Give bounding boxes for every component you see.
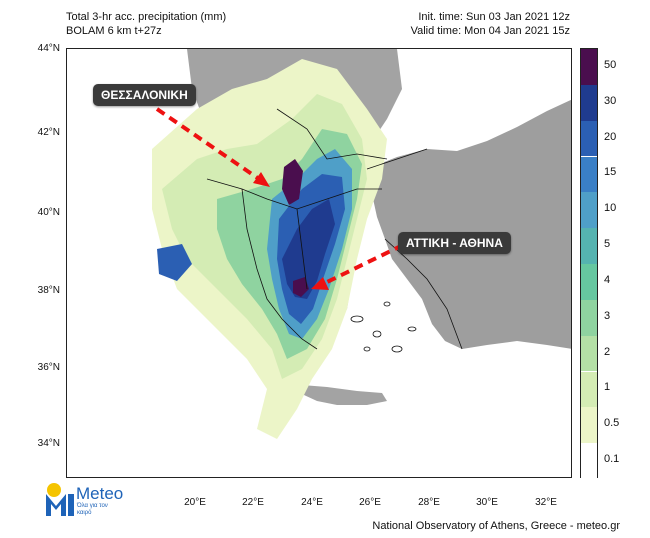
precip-west-patch [157,244,192,281]
lat-label-44: 44°N [37,43,60,54]
colorbar-segment [581,120,597,157]
colorbar-segment [581,407,597,444]
lon-label-20: 20°E [184,497,206,508]
arrow-thessaloniki [155,107,264,183]
callout-thessaloniki: ΘΕΣΣΑΛΟΝΙΚΗ [93,84,196,106]
map-title: Total 3-hr acc. precipitation (mm) [66,11,227,23]
precip-extreme-north [282,159,303,205]
arrow-attiki [320,243,404,287]
colorbar-label: 4 [604,273,611,286]
colorbar-segment [581,228,597,264]
header-left: Total 3-hr acc. precipitation (mm) BOLAM… [66,10,226,38]
colorbar-label: 2 [604,345,611,358]
lon-label-32: 32°E [535,497,557,508]
colorbar-label: 50 [604,58,617,71]
colorbar-label: 20 [604,130,617,143]
colorbar-segment [581,371,597,408]
callout-attiki: ΑΤΤΙΚΗ - ΑΘΗΝΑ [398,232,511,254]
arrowhead-thessaloniki-icon [253,172,270,187]
lat-label-34: 34°N [37,438,60,449]
colorbar-segment [581,443,597,479]
valid-time: Valid time: Mon 04 Jan 2021 15z [410,25,570,37]
colorbar-segment [581,299,597,336]
colorbar-segment [581,49,597,85]
lat-label-36: 36°N [37,362,60,373]
colorbar-label: 5 [604,238,611,251]
precip-very-heavy [282,199,335,299]
footer-credit: National Observatory of Athens, Greece -… [372,520,620,532]
colorbar-label: 3 [604,309,611,322]
lat-label-42: 42°N [37,127,60,138]
colorbar [580,48,598,479]
meteo-logo-icon [46,483,74,516]
colorbar-label: 0.5 [604,417,620,430]
precipitation-map [66,48,572,478]
precip-extreme-attica [293,277,309,297]
logo-name: Meteo [76,484,124,503]
map-canvas [152,49,571,439]
colorbar-label: 15 [604,166,617,179]
colorbar-segment [581,192,597,229]
callout-arrows [155,107,404,290]
arrowhead-attiki-icon [311,277,329,290]
model-info: BOLAM 6 km t+27z [66,25,162,37]
lon-label-22: 22°E [242,497,264,508]
colorbar-segment [581,264,597,300]
lon-label-24: 24°E [301,497,323,508]
land-crete [302,385,387,405]
logo-tagline: Όλα για τον καιρό [77,503,108,516]
lat-label-40: 40°N [37,207,60,218]
colorbar-segment [581,84,597,121]
land-turkey [367,99,571,349]
colorbar-label: 30 [604,94,617,107]
lon-label-28: 28°E [418,497,440,508]
lon-label-26: 26°E [359,497,381,508]
colorbar-label: 0.1 [604,453,620,466]
colorbar-segment [581,156,597,193]
lat-label-38: 38°N [37,285,60,296]
colorbar-label: 1 [604,381,611,394]
lon-label-30: 30°E [476,497,498,508]
colorbar-segment [581,335,597,372]
header-right: Init. time: Sun 03 Jan 2021 12z Valid ti… [411,10,570,38]
aegean-islands [350,301,417,353]
init-time: Init. time: Sun 03 Jan 2021 12z [418,11,570,23]
colorbar-label: 10 [604,202,617,215]
